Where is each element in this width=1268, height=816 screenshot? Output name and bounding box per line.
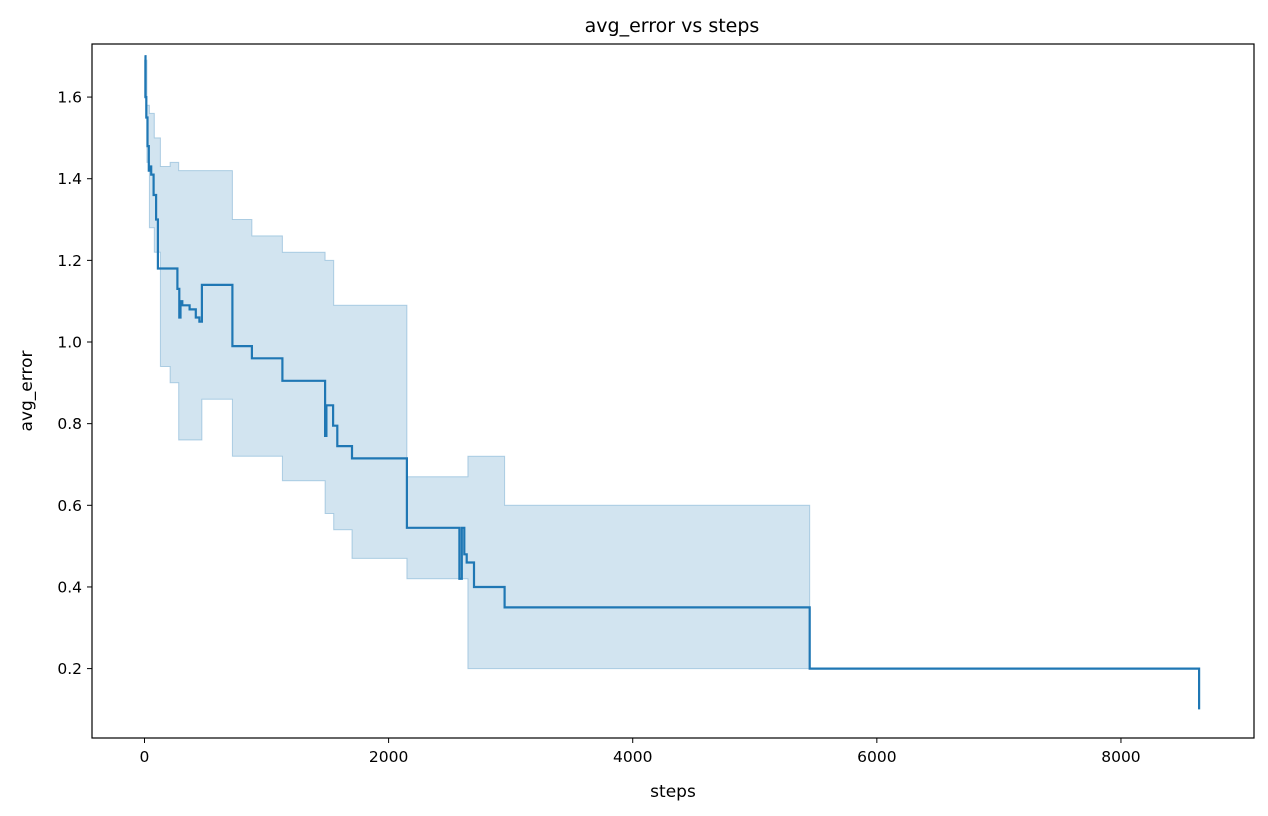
y-axis: 0.2 0.4 0.6 0.8 1.0 1.2 1.4 1.6: [57, 89, 92, 678]
y-tick-label: 1.4: [57, 170, 82, 188]
x-axis: 0 2000 4000 6000 8000: [140, 738, 1141, 766]
x-axis-label: steps: [650, 782, 696, 802]
y-tick-label: 0.4: [57, 578, 82, 596]
x-tick-label: 4000: [613, 748, 652, 766]
plot-area-frame: [91, 43, 1255, 739]
x-tick-label: 0: [140, 748, 150, 766]
series-layer: [144, 55, 1201, 710]
y-tick-label: 0.8: [57, 415, 82, 433]
series-line-0: [144, 55, 1201, 710]
y-tick-label: 0.2: [57, 660, 82, 678]
y-tick-label: 0.6: [57, 497, 82, 515]
x-tick-label: 6000: [857, 748, 896, 766]
chart-title: avg_error vs steps: [585, 15, 760, 37]
x-tick-label: 8000: [1101, 748, 1140, 766]
y-tick-label: 1.0: [57, 334, 82, 352]
y-tick-label: 1.2: [57, 252, 82, 270]
y-tick-label: 1.6: [57, 89, 82, 107]
x-tick-label: 2000: [369, 748, 408, 766]
y-axis-label: avg_error: [17, 351, 37, 432]
